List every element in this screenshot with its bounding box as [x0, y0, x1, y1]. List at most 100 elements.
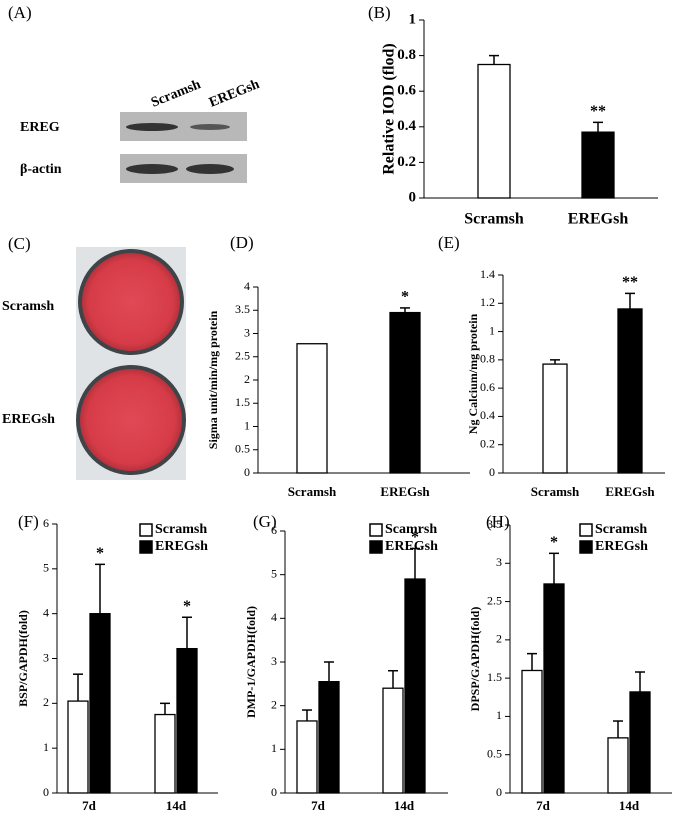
y-tick-label: 0.6	[397, 83, 416, 99]
y-axis-title: DPSP/GAPDH(fold)	[468, 607, 482, 712]
y-tick-label: 3.5	[235, 302, 250, 316]
panel-label: (F)	[18, 512, 39, 531]
y-tick-label: 4	[271, 610, 277, 624]
legend-swatch	[579, 523, 593, 537]
bar	[607, 737, 629, 794]
legend-label: EREGsh	[595, 539, 648, 554]
row-label: β-actin	[20, 162, 62, 177]
band	[190, 124, 230, 130]
panel-label: (G)	[253, 512, 277, 531]
y-axis-title: Relative IOD (flod)	[381, 43, 398, 175]
x-tick-label: EREGsh	[380, 484, 430, 499]
y-tick-label: 5	[43, 561, 49, 575]
y-tick-label: 2.5	[487, 593, 502, 607]
y-axis-title: Ng Calcium/mg protein	[466, 313, 480, 434]
panel-label: (H)	[486, 512, 510, 531]
legend-swatch	[369, 540, 383, 554]
y-tick-label: 0	[496, 785, 502, 799]
y-tick-label: 0.6	[480, 380, 495, 394]
y-tick-label: 2	[244, 372, 250, 386]
bar	[389, 311, 421, 474]
bar	[318, 681, 340, 794]
legend-label: Scamrsh	[385, 522, 437, 537]
y-tick-label: 3	[496, 555, 502, 569]
y-tick-label: 0.4	[397, 118, 416, 134]
y-tick-label: 3	[43, 650, 49, 664]
y-tick-label: 0	[489, 465, 495, 479]
panel-label: (A)	[8, 3, 32, 22]
bar	[581, 131, 615, 199]
x-tick-label: EREGsh	[568, 211, 629, 228]
row-label: EREGsh	[2, 412, 55, 427]
y-tick-label: 0	[244, 465, 250, 479]
bar	[382, 687, 404, 794]
bar	[629, 691, 651, 794]
y-tick-label: 2	[496, 632, 502, 646]
bar	[521, 669, 543, 794]
bar	[296, 343, 328, 474]
y-tick-label: 0.2	[397, 154, 416, 170]
y-tick-label: 0.2	[480, 436, 495, 450]
y-tick-label: 1.5	[487, 670, 502, 684]
bar	[404, 578, 426, 794]
well-stain	[82, 253, 180, 351]
bar	[176, 647, 198, 794]
bar	[154, 713, 176, 794]
y-tick-label: 3	[244, 325, 250, 339]
y-axis-title: DMP-1/GAPDH(fold)	[244, 606, 258, 718]
legend-swatch	[139, 523, 153, 537]
band	[186, 164, 234, 174]
y-tick-label: 0.8	[480, 352, 495, 366]
x-tick-label: 14d	[166, 798, 187, 813]
y-tick-label: 2	[43, 695, 49, 709]
x-tick-label: 14d	[619, 798, 640, 813]
significance: **	[590, 103, 606, 120]
bar	[477, 63, 511, 199]
bar	[543, 583, 565, 794]
row-label: EREG	[20, 120, 60, 135]
y-tick-label: 6	[271, 523, 277, 537]
lane-label: Scramsh	[149, 77, 203, 111]
significance: *	[96, 545, 104, 562]
lane-label: EREGsh	[207, 77, 262, 111]
x-tick-label: Scramsh	[531, 484, 580, 499]
significance: **	[622, 274, 638, 291]
bar	[296, 720, 318, 794]
legend-swatch	[369, 523, 383, 537]
y-tick-label: 1	[409, 11, 417, 27]
bar	[89, 613, 111, 794]
x-tick-label: Scramsh	[464, 211, 524, 228]
legend-label: Scramsh	[595, 522, 647, 537]
y-tick-label: 1.4	[480, 267, 495, 281]
panel-label: (B)	[368, 3, 391, 22]
bar	[617, 308, 643, 474]
band	[126, 164, 178, 174]
x-tick-label: Scramsh	[288, 484, 337, 499]
significance: *	[550, 534, 558, 551]
panel-label: (D)	[230, 233, 254, 252]
y-tick-label: 1	[271, 741, 277, 755]
legend-swatch	[579, 540, 593, 554]
bar	[542, 363, 568, 474]
legend-swatch	[139, 540, 153, 554]
y-tick-label: 2.5	[235, 349, 250, 363]
x-tick-label: 7d	[311, 798, 326, 813]
y-tick-label: 0.8	[397, 47, 416, 63]
y-tick-label: 2	[271, 697, 277, 711]
row-label: Scramsh	[2, 299, 54, 314]
y-tick-label: 3.5	[487, 517, 502, 531]
y-tick-label: 0	[409, 189, 417, 205]
legend-label: EREGsh	[155, 539, 208, 554]
x-tick-label: 7d	[82, 798, 97, 813]
significance: *	[183, 598, 191, 615]
y-tick-label: 1	[496, 708, 502, 722]
y-tick-label: 1	[43, 740, 49, 754]
y-tick-label: 4	[43, 605, 49, 619]
y-tick-label: 1	[489, 323, 495, 337]
y-tick-label: 1.2	[480, 295, 495, 309]
y-tick-label: 6	[43, 516, 49, 530]
y-tick-label: 5	[271, 566, 277, 580]
bar	[67, 700, 89, 794]
panel-label: (E)	[438, 233, 460, 252]
